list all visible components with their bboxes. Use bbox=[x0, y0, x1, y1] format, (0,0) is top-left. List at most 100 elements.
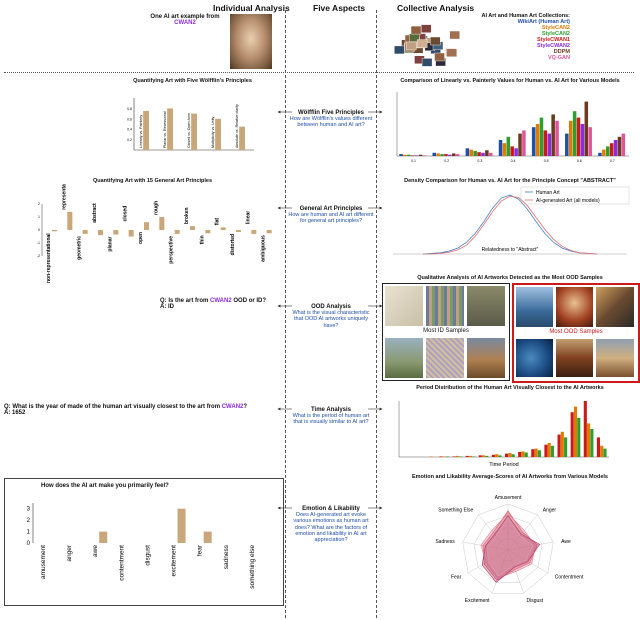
radar-label: Something Else bbox=[438, 507, 473, 513]
wolfflin-bar bbox=[143, 111, 149, 150]
time-bar bbox=[439, 456, 443, 457]
density-chart: Human Art AI-generated Art (all models) Re… bbox=[393, 186, 630, 255]
divider-left bbox=[285, 10, 286, 618]
coll-bar bbox=[551, 114, 555, 156]
time-bar bbox=[459, 456, 463, 457]
general-bar bbox=[144, 222, 149, 230]
wolfflin-ytick: 0.4 bbox=[127, 128, 132, 132]
density-legend-box bbox=[520, 186, 630, 205]
general-xtick: geometric bbox=[77, 236, 83, 260]
wolfflin-xtick: Linearly vs. Painterly bbox=[139, 115, 143, 148]
ood-collective-title: Qualitative Analysis of AI Artworks Dete… bbox=[417, 275, 603, 281]
coll-bar bbox=[598, 152, 602, 156]
radar-label: Fear bbox=[451, 575, 462, 581]
coll-bar bbox=[602, 149, 606, 156]
density-line bbox=[423, 195, 598, 255]
emotion-bar bbox=[99, 531, 108, 543]
wolfflin-bar bbox=[239, 126, 245, 150]
ood-sample-2 bbox=[556, 287, 593, 327]
coll-bar bbox=[411, 155, 415, 156]
time-bar bbox=[573, 406, 578, 457]
emotion-ytick: 1 bbox=[27, 530, 31, 536]
emotion-xtick: anger bbox=[66, 544, 73, 561]
radar-grid bbox=[485, 526, 531, 572]
coll-bar bbox=[535, 124, 540, 156]
collection-legend-item: StyleCAN2 bbox=[541, 31, 570, 38]
time-bar bbox=[429, 456, 433, 457]
general-xtick: distorted bbox=[230, 234, 236, 255]
general-xtick: representational bbox=[61, 184, 67, 210]
coll-bar bbox=[444, 154, 448, 156]
radar-grid bbox=[473, 515, 543, 583]
radar-axis bbox=[507, 541, 554, 551]
time-bar bbox=[511, 454, 515, 457]
ood-sample-3 bbox=[596, 287, 634, 327]
time-collective-title: Period Distribution of the Human Art Vis… bbox=[416, 385, 604, 391]
general-xtick: abstract bbox=[92, 203, 98, 223]
ood-id-label: Most ID Samples bbox=[423, 328, 469, 334]
coll-bar bbox=[514, 148, 518, 156]
coll-bar bbox=[522, 130, 526, 156]
time-bar bbox=[505, 453, 509, 457]
coll-bar bbox=[481, 152, 485, 156]
emotion-xtick: something else bbox=[249, 545, 256, 589]
coll-bar bbox=[539, 117, 544, 156]
section-divider bbox=[4, 72, 634, 73]
wolfflin-individual-chart: 0.8 0.6 0.4 0.2 Linearly vs. Painterly Planar… bbox=[127, 98, 254, 151]
emotion-xtick: contentment bbox=[118, 545, 125, 581]
coll-bar bbox=[588, 127, 592, 156]
time-bar bbox=[587, 423, 591, 457]
coll-bar bbox=[617, 136, 622, 156]
collection-legend-item: VQ-GAN bbox=[548, 55, 570, 62]
time-bar bbox=[482, 455, 486, 457]
time-bar bbox=[445, 456, 450, 457]
coll-bar bbox=[498, 140, 503, 156]
coll-xtick: 0.4 bbox=[511, 159, 516, 163]
time-bar bbox=[583, 401, 587, 457]
radar-label: Awe bbox=[561, 539, 571, 545]
coll-bar bbox=[506, 136, 511, 156]
wolfflin-ytick: 0.6 bbox=[127, 117, 132, 121]
wolfflin-individual-title: Quantifying Art with Five Wölfflin's Pri… bbox=[133, 78, 252, 84]
wolfflin-bar bbox=[191, 113, 197, 150]
general-xtick: broken bbox=[184, 207, 190, 224]
coll-bar bbox=[448, 154, 452, 156]
wolfflin-ytick: 0.8 bbox=[127, 107, 132, 111]
time-answer: A: 1652 bbox=[4, 410, 26, 416]
general-bar bbox=[113, 230, 119, 235]
collection-legend-item: StyleCWAN1 bbox=[536, 37, 570, 44]
coll-bar bbox=[465, 148, 470, 156]
time-bar bbox=[521, 451, 525, 457]
coll-bar bbox=[565, 133, 569, 156]
emotion-xtick: excitement bbox=[171, 545, 178, 577]
general-xtick: ambiguous bbox=[261, 235, 267, 262]
density-xlabel: Relatedness to "Abstract" bbox=[482, 247, 539, 253]
coll-bar bbox=[469, 149, 474, 156]
emotion-xtick: fear bbox=[197, 544, 204, 556]
coll-bar bbox=[473, 150, 477, 156]
emotion-bar bbox=[203, 531, 212, 543]
id-sample-1 bbox=[385, 286, 423, 326]
wolfflin-bar bbox=[167, 108, 173, 150]
coll-bar bbox=[576, 117, 581, 156]
time-bar bbox=[547, 443, 551, 457]
time-bar bbox=[442, 456, 446, 457]
time-bar bbox=[498, 455, 502, 457]
emotion-xtick: sadness bbox=[223, 544, 230, 569]
emotion-xtick: awe bbox=[92, 545, 99, 557]
general-ytick: 0 bbox=[38, 228, 40, 232]
time-bar bbox=[603, 448, 607, 457]
collections-title: AI Art and Human Art Collections: bbox=[481, 13, 570, 19]
collage-tile bbox=[446, 48, 458, 57]
coll-bar bbox=[436, 153, 440, 156]
time-bar bbox=[508, 453, 512, 457]
emotion-ytick: 3 bbox=[27, 507, 31, 513]
coll-bar bbox=[489, 152, 493, 156]
emotion-bar bbox=[177, 508, 186, 543]
emotion-ytick: 2 bbox=[27, 518, 31, 524]
header-collective: Collective Analysis bbox=[397, 3, 475, 13]
emotion-ytick: 0 bbox=[27, 541, 31, 547]
id-sample-6 bbox=[467, 338, 505, 378]
coll-xtick: 0.1 bbox=[411, 159, 416, 163]
time-xlabel: Time Period bbox=[489, 462, 518, 468]
